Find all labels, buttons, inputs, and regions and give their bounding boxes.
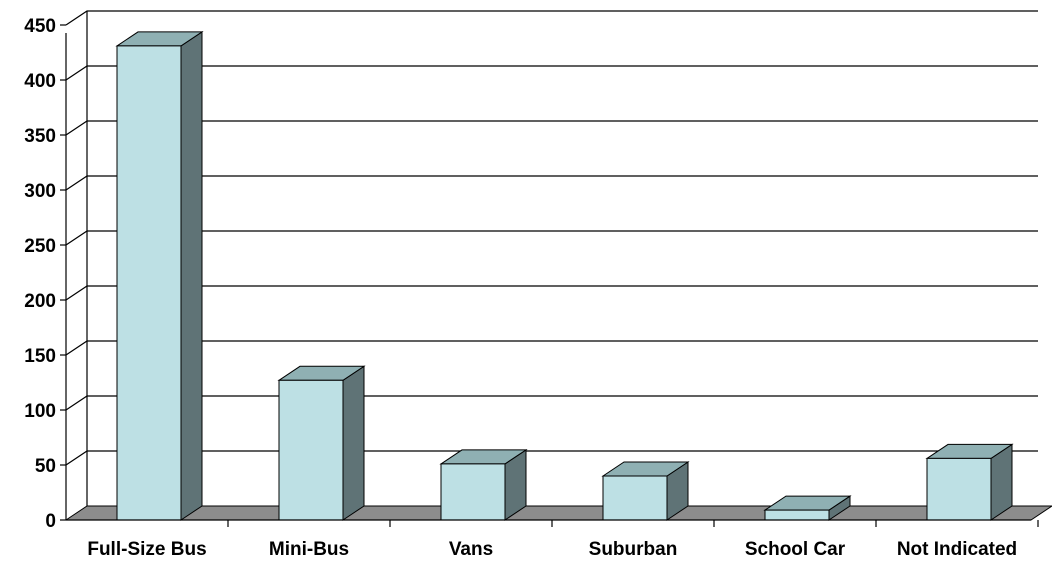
x-tick-label-2: Vans — [449, 539, 493, 560]
chart-floor — [64, 505, 1052, 521]
x-tick-label-4: School Car — [745, 539, 846, 560]
y-tick-label-350: 350 — [24, 126, 56, 147]
x-tick-label-3: Suburban — [589, 539, 678, 560]
gridline-300 — [65, 175, 1038, 191]
bar-1 — [277, 365, 366, 521]
gridline-150 — [65, 340, 1038, 356]
y-tick-label-300: 300 — [24, 181, 56, 202]
x-tick-label-5: Not Indicated — [897, 539, 1017, 560]
y-tick-label-200: 200 — [24, 291, 56, 312]
bar-front-0 — [116, 45, 182, 521]
x-tick-labels: Full-Size Bus Mini-Bus Vans Suburban School … — [87, 539, 1017, 560]
bar-5 — [925, 443, 1014, 521]
gridline-400 — [65, 65, 1038, 81]
bar-2 — [439, 448, 528, 521]
bar-side-1 — [342, 365, 365, 521]
gridlines — [65, 10, 1038, 466]
x-tick-label-0: Full-Size Bus — [87, 539, 206, 560]
gridline-200 — [65, 285, 1038, 301]
bars — [115, 30, 1014, 521]
bar-front-4 — [764, 509, 830, 521]
gridline-350 — [65, 120, 1038, 136]
y-tick-labels: 0 50 100 150 200 250 300 350 400 450 — [24, 16, 56, 532]
bar-3 — [601, 461, 690, 521]
gridline-450 — [65, 10, 1038, 26]
bar-front-5 — [926, 457, 992, 521]
bar-front-1 — [278, 379, 344, 521]
bar-front-2 — [440, 463, 506, 521]
bar-0 — [115, 30, 204, 521]
y-tick-label-250: 250 — [24, 236, 56, 257]
gridline-50 — [65, 450, 1038, 466]
y-tick-label-100: 100 — [24, 401, 56, 422]
y-tick-label-0: 0 — [45, 511, 56, 532]
y-tick-label-50: 50 — [35, 456, 56, 477]
gridline-100 — [65, 395, 1038, 411]
floor-plane — [64, 505, 1052, 521]
axes — [60, 24, 1039, 527]
y-tick-label-150: 150 — [24, 346, 56, 367]
x-tick-label-1: Mini-Bus — [269, 539, 349, 560]
bar-side-0 — [180, 30, 203, 521]
y-tick-label-450: 450 — [24, 16, 56, 37]
y-tick-label-400: 400 — [24, 71, 56, 92]
gridline-250 — [65, 230, 1038, 246]
bar-front-3 — [602, 475, 668, 521]
